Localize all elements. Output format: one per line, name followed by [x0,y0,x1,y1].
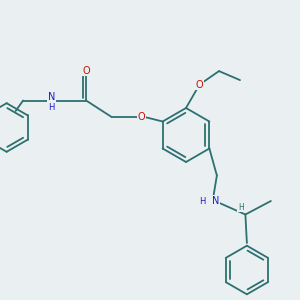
Text: O: O [138,112,146,122]
Text: N: N [212,196,219,206]
Text: H: H [238,202,244,211]
Text: N: N [48,92,55,102]
Text: H: H [48,103,55,112]
Text: O: O [196,80,203,90]
Text: O: O [82,65,90,76]
Text: H: H [199,196,205,206]
